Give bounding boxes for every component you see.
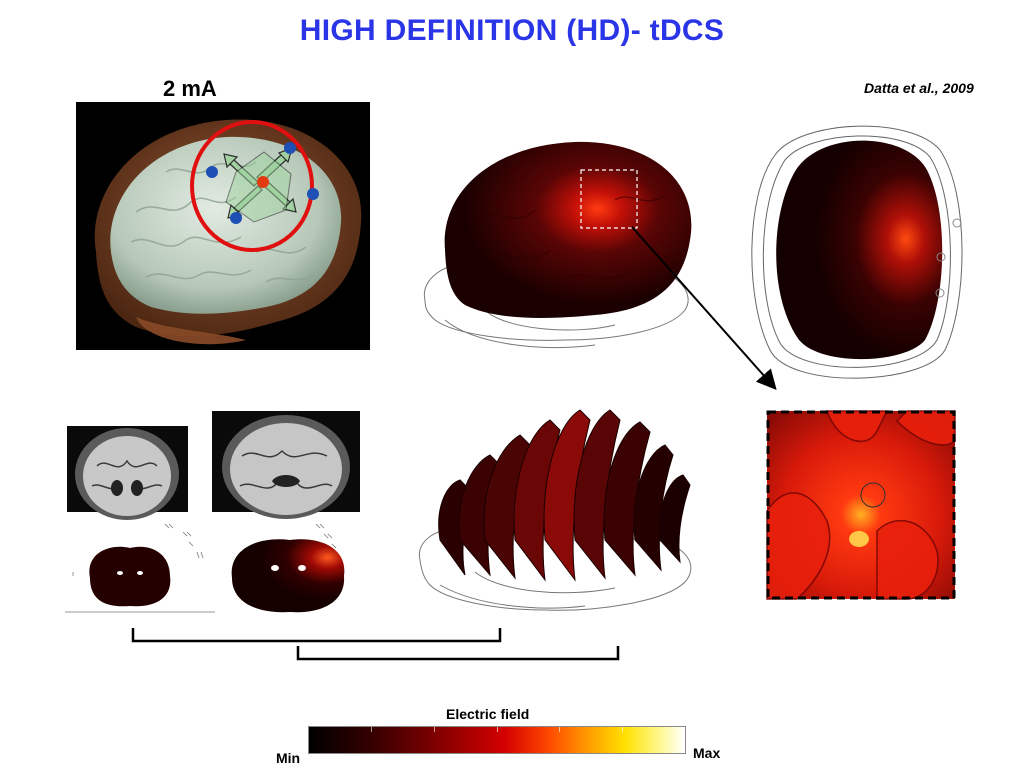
mri-slice-2 xyxy=(212,411,360,519)
neck-shape xyxy=(136,317,246,345)
field-brain-gyri xyxy=(474,194,666,281)
coronal-field-1 xyxy=(65,523,215,613)
return-electrode-4 xyxy=(206,166,218,178)
bracket-lower xyxy=(131,628,502,643)
field-brain-shape xyxy=(444,141,692,318)
zoom-region-box xyxy=(580,169,638,229)
top-electrodes xyxy=(935,218,962,298)
lateral-field-panel xyxy=(423,141,692,349)
slide-title: HIGH DEFINITION (HD)- tDCS xyxy=(299,14,725,47)
colorbar-tick xyxy=(622,727,623,732)
citation-label: Datta et al., 2009 xyxy=(864,80,974,96)
return-electrode-2 xyxy=(307,188,319,200)
colorbar-tick xyxy=(434,727,435,732)
colorbar-max-label: Max xyxy=(693,745,721,761)
colorbar-min-label: Min xyxy=(276,750,301,766)
mri-slice-1 xyxy=(67,426,188,520)
center-electrode xyxy=(257,176,269,188)
coronal-field-2 xyxy=(231,523,345,613)
colorbar xyxy=(308,726,686,754)
colorbar-tick xyxy=(497,727,498,732)
target-ring xyxy=(190,120,314,252)
bracket-upper xyxy=(296,646,620,661)
serial-slices xyxy=(438,409,691,582)
zoom-gyri xyxy=(766,410,956,600)
current-label: 2 mA xyxy=(163,76,217,101)
top-head-outline xyxy=(751,125,963,379)
colorbar-tick xyxy=(371,727,372,732)
top-view-panel xyxy=(751,125,963,379)
head-model-panel xyxy=(76,102,370,350)
zoomed-cortex-panel xyxy=(766,410,956,600)
serial-slices-panel xyxy=(418,409,692,611)
top-field-brain xyxy=(776,140,943,360)
return-electrode-1 xyxy=(284,142,296,154)
colorbar-title: Electric field xyxy=(446,706,530,722)
zoom-arrow xyxy=(631,226,777,390)
hotspot xyxy=(849,531,869,547)
zoom-electrode-outline xyxy=(860,482,886,508)
return-electrode-3 xyxy=(230,212,242,224)
electrode-pad xyxy=(225,151,292,223)
zoom-dashed-border xyxy=(766,410,956,600)
colorbar-tick xyxy=(559,727,560,732)
